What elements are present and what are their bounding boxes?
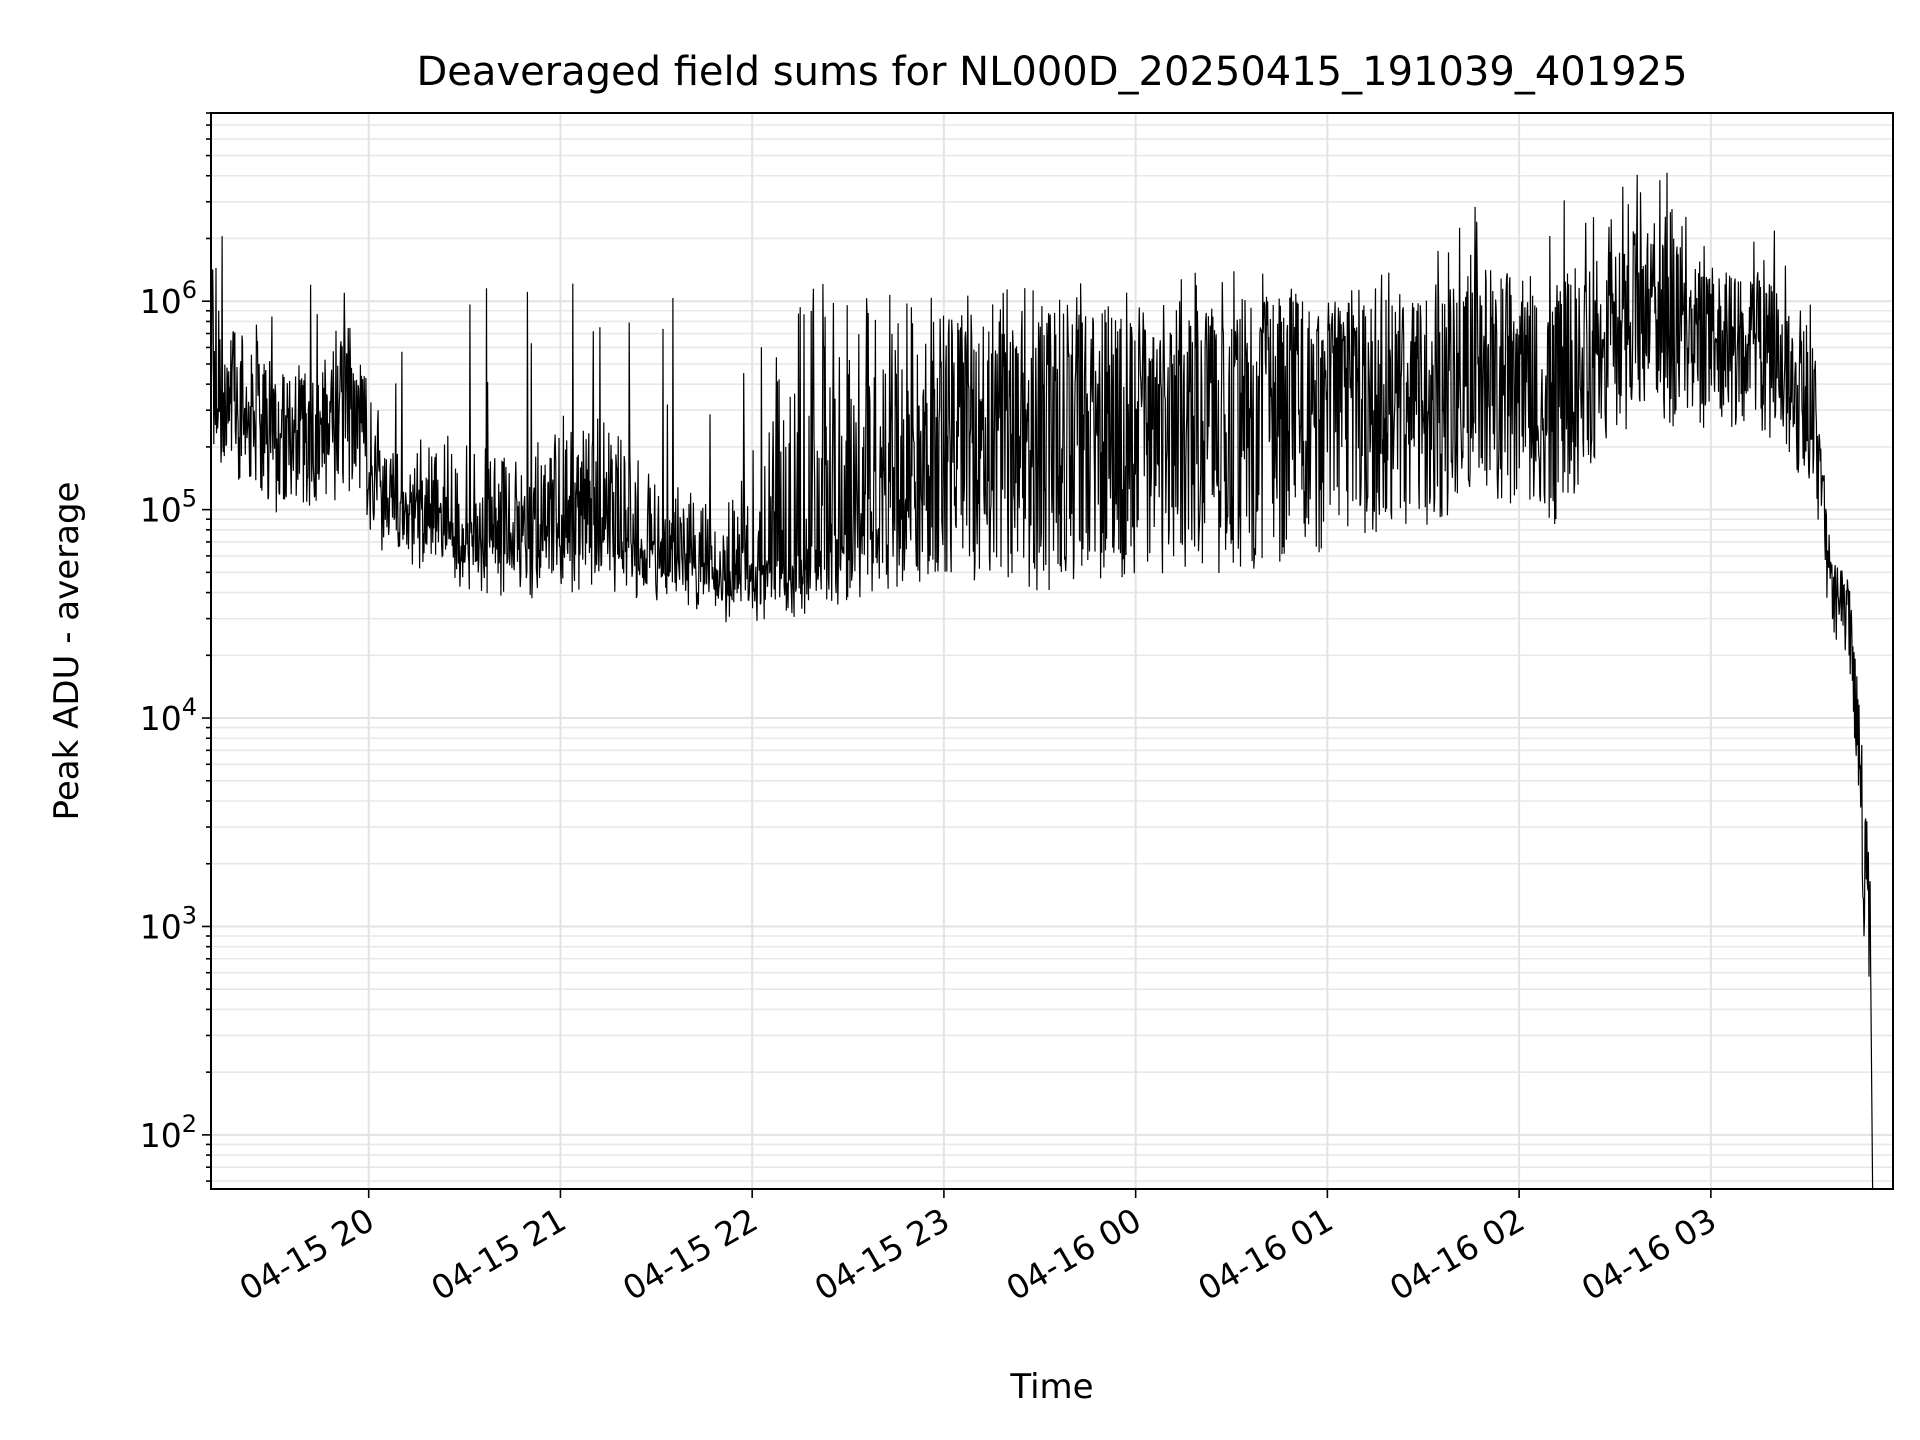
y-tick-label: 106 bbox=[140, 276, 197, 321]
y-tick-label: 102 bbox=[140, 1110, 197, 1155]
y-tick-label-exponent: 3 bbox=[182, 901, 197, 929]
y-tick-label-exponent: 2 bbox=[182, 1110, 197, 1138]
y-tick-label-exponent: 4 bbox=[182, 693, 197, 721]
y-tick-label: 103 bbox=[140, 901, 197, 946]
y-tick-label-base: 10 bbox=[140, 907, 182, 946]
y-tick-label-base: 10 bbox=[140, 1116, 182, 1155]
y-tick-label: 105 bbox=[140, 485, 197, 530]
series-line bbox=[210, 172, 1874, 1190]
y-tick-label-base: 10 bbox=[140, 699, 182, 738]
y-tick-label-exponent: 6 bbox=[182, 276, 197, 304]
chart-title: Deaveraged field sums for NL000D_2025041… bbox=[416, 49, 1687, 95]
y-axis-label: Peak ADU - average bbox=[47, 482, 87, 821]
y-tick-label: 104 bbox=[140, 693, 197, 738]
y-tick-label-base: 10 bbox=[140, 282, 182, 321]
series-layer bbox=[210, 172, 1874, 1190]
plot-frame bbox=[210, 112, 1894, 1190]
x-axis-label: Time bbox=[1009, 1367, 1093, 1407]
y-tick-label-base: 10 bbox=[140, 491, 182, 530]
y-tick-label-exponent: 5 bbox=[182, 485, 197, 513]
